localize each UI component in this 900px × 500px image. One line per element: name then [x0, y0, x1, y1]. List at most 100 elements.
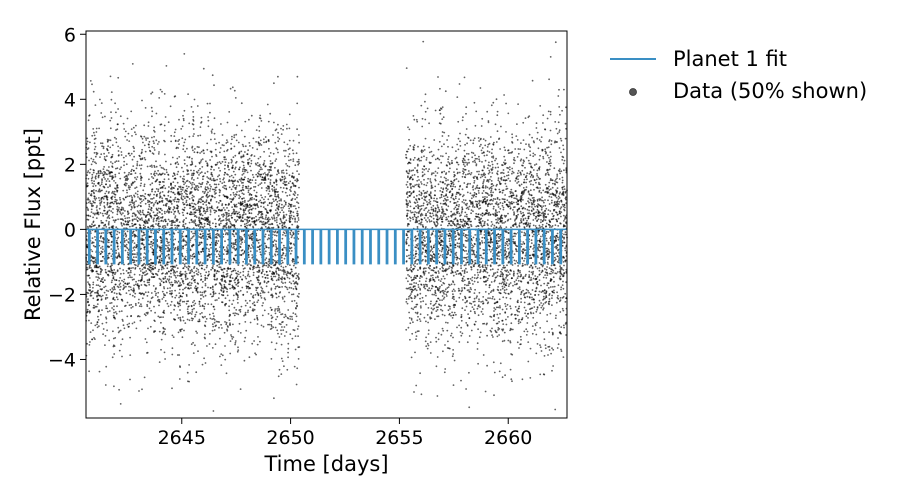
data-point	[149, 193, 152, 196]
data-point	[136, 315, 139, 318]
data-point	[228, 212, 230, 215]
data-point	[235, 203, 238, 206]
data-point	[213, 211, 216, 214]
data-point	[263, 162, 265, 165]
data-point	[277, 197, 280, 199]
data-point	[143, 313, 146, 316]
data-point	[89, 80, 92, 82]
data-point	[256, 202, 258, 205]
data-point	[103, 205, 106, 208]
data-point	[183, 191, 186, 193]
data-point	[248, 220, 251, 222]
data-point	[261, 223, 264, 226]
data-point	[86, 182, 89, 185]
data-point	[256, 162, 259, 164]
data-point	[192, 208, 195, 211]
data-point	[163, 130, 166, 132]
data-point	[117, 218, 119, 221]
data-point	[102, 174, 105, 176]
data-point	[106, 296, 109, 299]
data-point	[166, 263, 169, 266]
data-point	[231, 166, 234, 169]
data-point	[158, 246, 161, 249]
data-point	[264, 196, 267, 198]
data-point	[108, 217, 111, 220]
data-point	[128, 152, 130, 155]
data-point	[238, 190, 241, 193]
data-point	[182, 170, 185, 173]
data-point	[283, 214, 285, 217]
data-point	[233, 314, 236, 317]
data-point	[288, 139, 291, 142]
data-point	[204, 362, 207, 364]
data-point	[139, 194, 142, 197]
data-point	[267, 186, 270, 188]
data-point	[197, 205, 200, 208]
data-point	[164, 212, 166, 215]
data-point	[288, 207, 291, 210]
data-point	[189, 270, 192, 272]
data-point	[122, 189, 125, 192]
data-point	[174, 305, 177, 307]
data-point	[86, 171, 89, 174]
data-point	[127, 325, 130, 328]
data-point	[174, 279, 176, 282]
data-point	[246, 171, 249, 174]
data-point	[266, 211, 268, 214]
data-point	[175, 166, 178, 169]
data-point	[292, 312, 295, 314]
data-point	[263, 291, 266, 294]
data-point	[249, 260, 252, 263]
data-point	[243, 205, 246, 208]
data-point	[193, 265, 196, 268]
data-point	[211, 155, 213, 158]
data-point	[191, 206, 194, 208]
data-point	[275, 221, 278, 224]
data-point	[133, 321, 136, 324]
data-point	[132, 287, 135, 290]
data-point	[87, 274, 90, 277]
data-point	[156, 209, 159, 212]
data-point	[129, 201, 131, 204]
data-point	[176, 181, 179, 184]
data-point	[104, 297, 107, 299]
data-point	[173, 249, 176, 251]
data-point	[191, 257, 194, 260]
data-point	[98, 277, 101, 280]
data-point	[132, 169, 135, 172]
data-point	[283, 316, 286, 319]
data-point	[160, 216, 162, 219]
data-point	[116, 213, 119, 216]
data-point	[173, 308, 176, 311]
data-point	[210, 138, 212, 141]
data-point	[147, 226, 149, 229]
data-point	[146, 165, 149, 168]
data-point	[135, 167, 138, 170]
data-point	[222, 178, 225, 181]
data-point	[199, 172, 202, 175]
data-point	[87, 301, 90, 303]
data-point	[142, 224, 145, 227]
data-point	[97, 170, 100, 172]
data-point	[296, 194, 299, 196]
data-point	[277, 279, 280, 281]
data-point	[238, 168, 241, 171]
data-point	[246, 281, 249, 284]
data-point	[113, 292, 116, 294]
data-point	[259, 251, 262, 254]
data-point	[102, 241, 105, 244]
data-point	[91, 268, 93, 271]
data-point	[262, 302, 264, 304]
data-point	[116, 205, 119, 208]
data-point	[212, 222, 214, 225]
data-point	[127, 185, 130, 187]
data-point	[151, 145, 154, 148]
data-point	[202, 178, 204, 181]
data-point	[97, 289, 99, 292]
data-point	[186, 187, 189, 190]
data-point	[185, 266, 188, 269]
data-point	[289, 159, 292, 161]
data-point	[105, 180, 108, 182]
data-point	[235, 254, 238, 256]
data-point	[172, 172, 175, 175]
